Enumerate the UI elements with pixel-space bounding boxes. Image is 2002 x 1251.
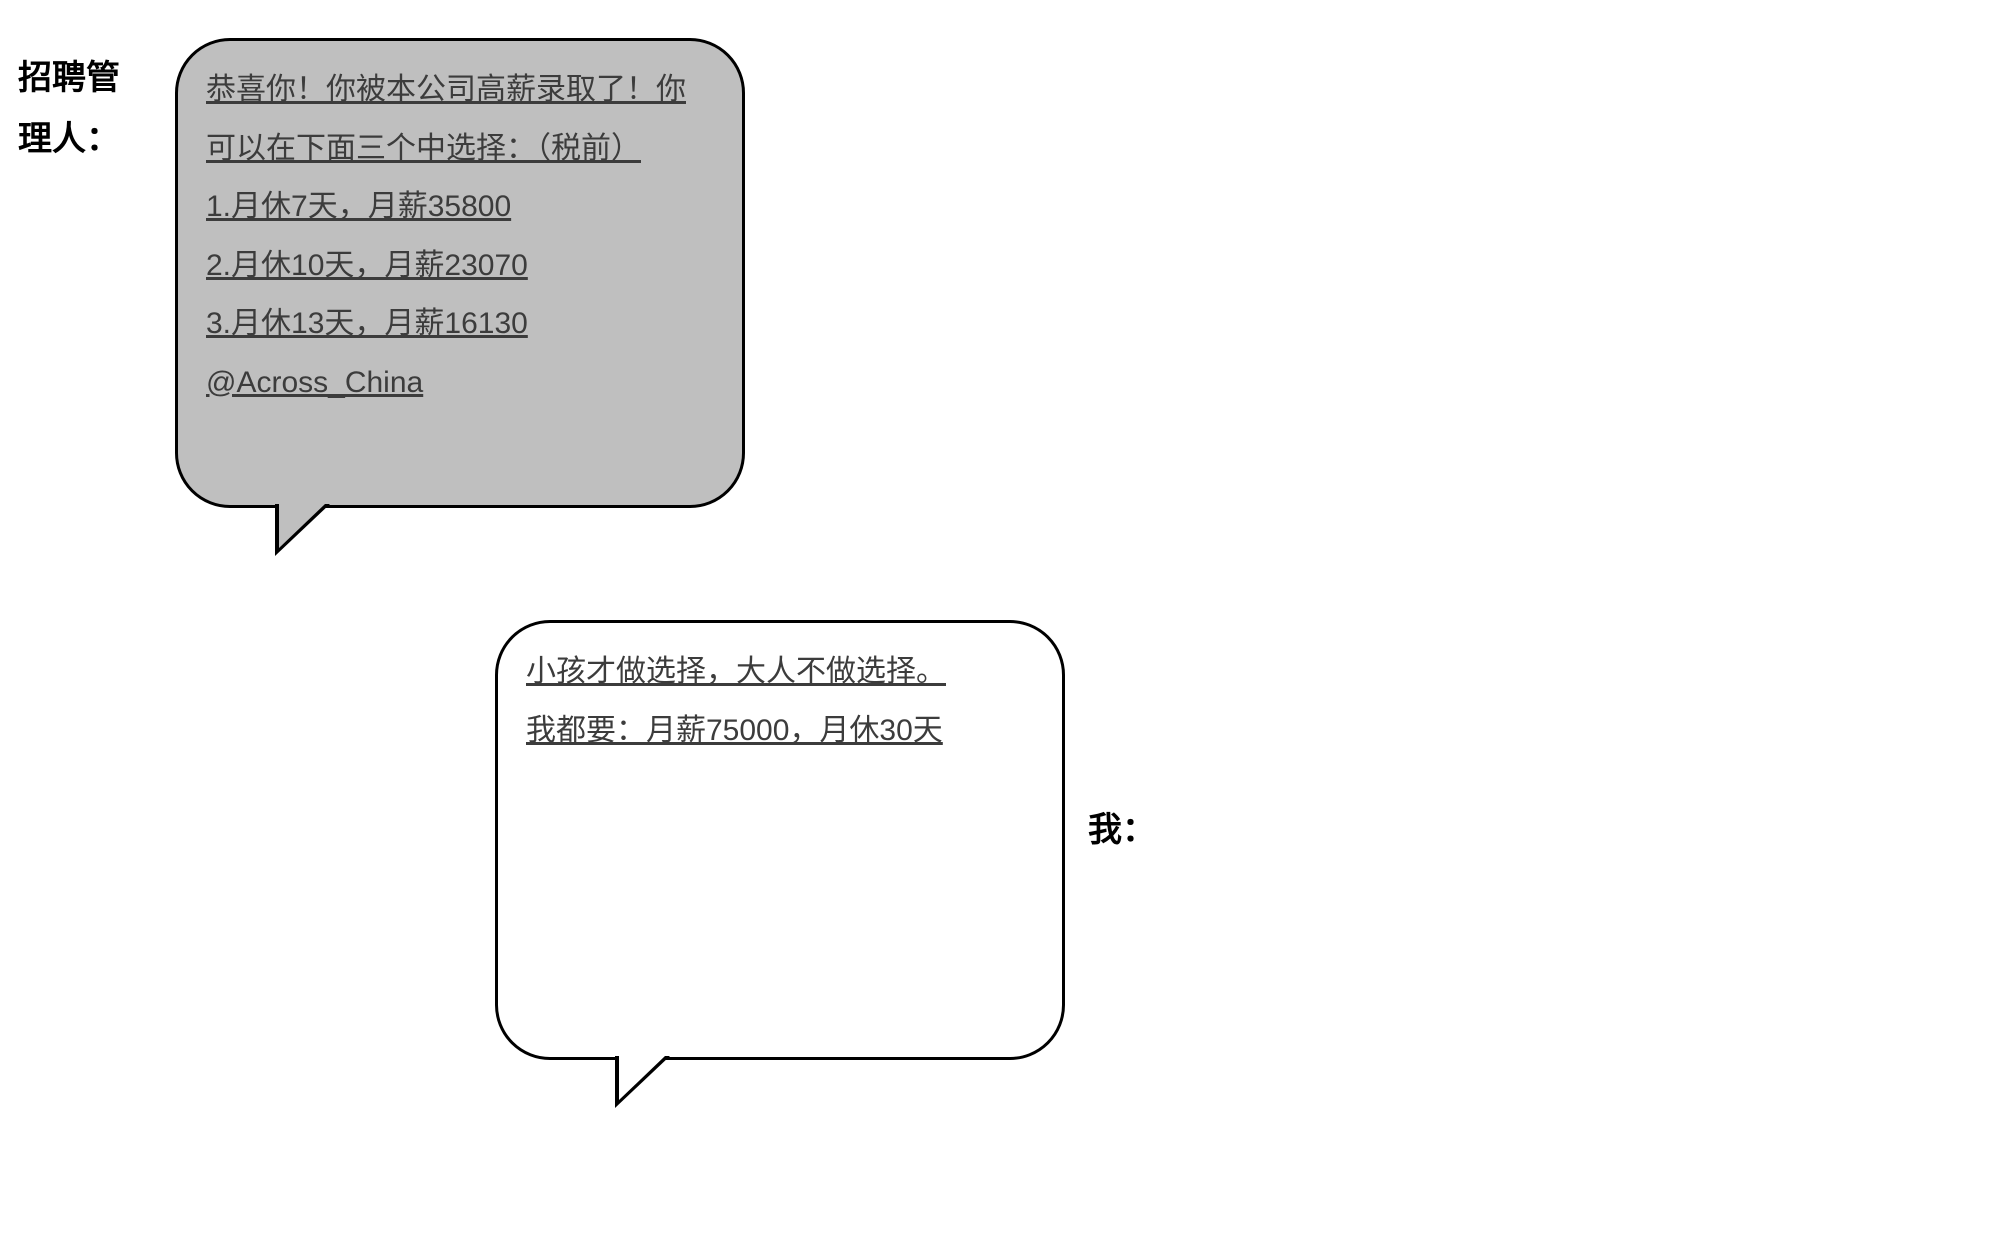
bubble-tail-inner bbox=[279, 504, 325, 548]
bubble-text-line: 3.月休13天，月薪16130 bbox=[206, 295, 714, 354]
speaker-label-me: 我： bbox=[1088, 800, 1156, 861]
bubble-body-me: 小孩才做选择，大人不做选择。 我都要：月薪75000，月休30天 bbox=[495, 620, 1065, 1060]
chat-bubble-recruiter: 恭喜你！你被本公司高薪录取了！你 可以在下面三个中选择：（税前） 1.月休7天，… bbox=[175, 38, 745, 508]
bubble-text-line: 恭喜你！你被本公司高薪录取了！你 bbox=[206, 61, 714, 120]
bubble-text-line: 可以在下面三个中选择：（税前） bbox=[206, 120, 714, 179]
bubble-text-line: @Across_China bbox=[206, 354, 714, 413]
bubble-text-line: 我都要：月薪75000，月休30天 bbox=[526, 702, 1034, 761]
bubble-text-line: 1.月休7天，月薪35800 bbox=[206, 178, 714, 237]
bubble-text-line: 小孩才做选择，大人不做选择。 bbox=[526, 643, 1034, 702]
chat-bubble-me: 小孩才做选择，大人不做选择。 我都要：月薪75000，月休30天 bbox=[495, 620, 1065, 1060]
bubble-text-line: 2.月休10天，月薪23070 bbox=[206, 237, 714, 296]
speaker-label-recruiter: 招聘管理人： bbox=[18, 48, 148, 170]
bubble-tail-inner bbox=[619, 1056, 665, 1100]
bubble-body-recruiter: 恭喜你！你被本公司高薪录取了！你 可以在下面三个中选择：（税前） 1.月休7天，… bbox=[175, 38, 745, 508]
